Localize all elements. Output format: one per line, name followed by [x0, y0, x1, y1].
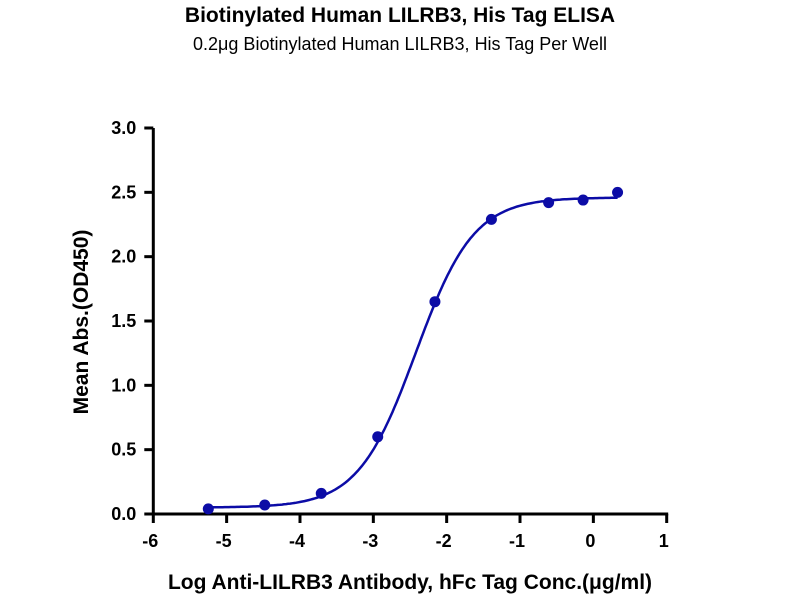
y-axis-label: Mean Abs.(OD450): [70, 230, 93, 415]
chart-title: Biotinylated Human LILRB3, His Tag ELISA: [184, 4, 616, 27]
x-axis-label: Log Anti-LILRB3 Antibody, hFc Tag Conc.(…: [168, 571, 652, 594]
tick-labels: -6 -5 -4 -3 -2 -1 0 1 0.0 0.5 1.0 1.5 2.0 2.5 3.0: [111, 118, 668, 551]
y-tick-label: 1.0: [111, 375, 136, 395]
data-point: [612, 186, 624, 198]
data-point: [202, 503, 214, 515]
y-tick-label: 1.5: [111, 311, 136, 331]
y-tick-label: 0.5: [111, 440, 136, 460]
data-points: [202, 186, 624, 515]
data-point: [429, 296, 441, 308]
x-tick-label: -2: [436, 531, 452, 551]
chart-subtitle: 0.2μg Biotinylated Human LILRB3, His Tag…: [193, 34, 607, 54]
x-tick-label: -3: [362, 531, 378, 551]
y-tick-label: 2.0: [111, 247, 136, 267]
x-tick-label: 1: [659, 531, 669, 551]
x-tick-label: -4: [289, 531, 305, 551]
axes: [144, 126, 669, 523]
data-point: [485, 213, 497, 225]
x-tick-label: 0: [585, 531, 595, 551]
y-tick-label: 3.0: [111, 118, 136, 138]
data-point: [543, 197, 555, 209]
x-tick-label: -6: [142, 531, 158, 551]
x-tick-label: -5: [216, 531, 232, 551]
data-point: [577, 194, 589, 206]
y-tick-label: 2.5: [111, 182, 136, 202]
data-point: [259, 499, 271, 511]
x-tick-label: -1: [509, 531, 525, 551]
y-tick-label: 0.0: [111, 504, 136, 524]
data-point: [315, 487, 327, 499]
fit-curve: [208, 196, 618, 509]
data-point: [372, 431, 384, 443]
